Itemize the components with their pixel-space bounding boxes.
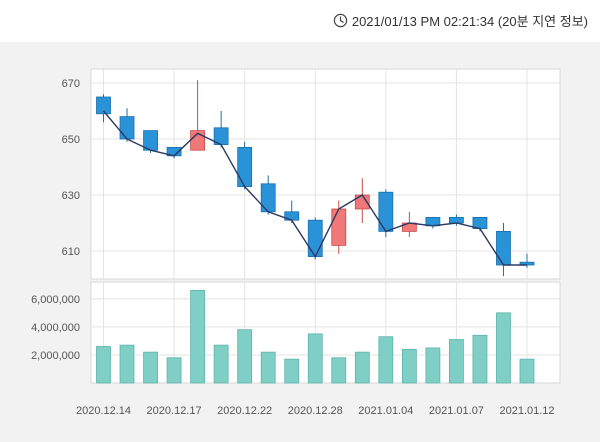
volume-bar <box>96 346 111 384</box>
price-tick-label: 650 <box>62 134 80 146</box>
volume-tick-label: 2,000,000 <box>31 350 80 362</box>
date-axis: 2020.12.14 2020.12.17 2020.12.22 2020.12.28… <box>76 405 555 417</box>
volume-bar <box>260 351 276 384</box>
candle-body <box>378 191 394 232</box>
volume-bar <box>425 347 441 384</box>
date-tick-label: 2021.01.12 <box>499 405 554 417</box>
volume-bar <box>449 339 464 384</box>
price-tick-label: 630 <box>62 190 80 202</box>
volume-bar <box>496 312 511 384</box>
date-tick-label: 2020.12.28 <box>288 405 343 417</box>
volume-bar <box>519 358 535 384</box>
price-plot-area <box>90 68 561 280</box>
volume-tick-label: 6,000,000 <box>31 294 80 306</box>
timestamp: 2021/01/13 PM 02:21:34 (20분 지연 정보) <box>333 11 588 30</box>
candle-body <box>260 183 276 213</box>
price-line <box>102 110 527 266</box>
date-tick-label: 2020.12.17 <box>147 405 202 417</box>
volume-bar <box>166 357 182 384</box>
date-tick-label: 2021.01.07 <box>429 405 484 417</box>
volume-bar <box>307 333 323 384</box>
candle-body <box>331 208 347 246</box>
volume-axis: 6,000,000 4,000,000 2,000,000 <box>31 294 80 362</box>
header: 2021/01/13 PM 02:21:34 (20분 지연 정보) <box>0 0 600 40</box>
volume-bar <box>237 329 253 384</box>
volume-bars <box>96 290 535 384</box>
volume-bar <box>354 351 370 384</box>
timestamp-text: 2021/01/13 PM 02:21:34 (20분 지연 정보) <box>351 14 588 29</box>
volume-bar <box>472 334 488 384</box>
candle-body <box>496 230 511 266</box>
candle-body <box>307 219 323 257</box>
clock-icon <box>333 13 348 28</box>
volume-bar <box>284 358 300 384</box>
volume-bar <box>331 357 347 384</box>
volume-bar <box>213 344 229 384</box>
candle-body <box>237 147 253 188</box>
candles <box>96 80 535 277</box>
volume-tick-label: 4,000,000 <box>31 322 80 334</box>
volume-bar <box>401 348 417 384</box>
price-tick-label: 670 <box>62 78 80 90</box>
volume-bar <box>190 290 206 384</box>
volume-bar <box>119 344 135 384</box>
price-tick-label: 610 <box>62 246 80 258</box>
candle-body <box>96 96 111 115</box>
stock-chart: 670 650 630 610 6,000,000 4,000,000 2,000,000… <box>31 68 561 417</box>
chart-panel: 670 650 630 610 6,000,000 4,000,000 2,000,000… <box>0 42 600 442</box>
volume-bar <box>143 351 158 384</box>
date-tick-label: 2020.12.22 <box>217 405 272 417</box>
close-price-line <box>102 110 527 266</box>
candle-body <box>449 216 464 224</box>
date-tick-label: 2020.12.14 <box>76 405 131 417</box>
date-tick-label: 2021.01.04 <box>358 405 413 417</box>
price-axis: 670 650 630 610 <box>62 78 80 258</box>
volume-plot-area <box>90 281 561 384</box>
volume-bar <box>378 336 394 384</box>
candle-body <box>119 116 135 140</box>
